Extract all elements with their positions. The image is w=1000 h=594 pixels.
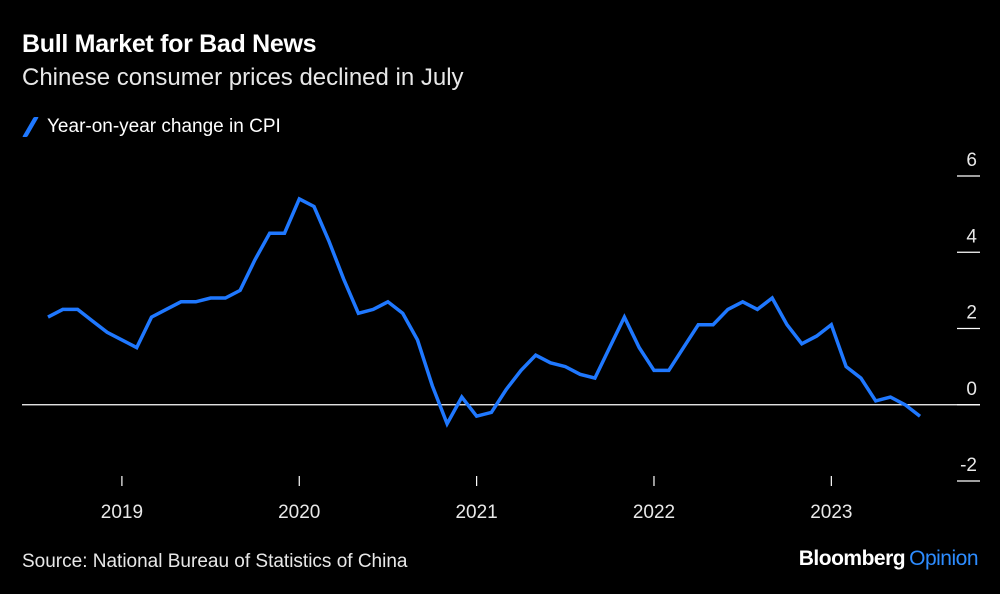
cpi-data-point xyxy=(61,308,64,311)
cpi-data-point xyxy=(534,354,537,357)
cpi-data-point xyxy=(623,316,626,319)
cpi-data-point xyxy=(800,342,803,345)
cpi-data-point xyxy=(253,258,256,261)
cpi-data-point xyxy=(194,300,197,303)
cpi-data-point xyxy=(209,297,212,300)
brand-suffix: Opinion xyxy=(909,547,978,570)
legend-label: Year-on-year change in CPI xyxy=(47,116,281,137)
cpi-data-point xyxy=(165,308,168,311)
brand-logo: Bloomberg Opinion xyxy=(798,547,979,571)
cpi-data-point xyxy=(239,289,242,292)
cpi-data-point xyxy=(593,377,596,380)
cpi-data-point xyxy=(313,205,316,208)
cpi-data-point xyxy=(268,232,271,235)
cpi-data-point xyxy=(815,335,818,338)
x-axis: 2019 2020 2021 2022 2023 xyxy=(101,476,852,523)
x-tick-label: 2021 xyxy=(455,502,497,523)
cpi-data-point xyxy=(845,365,848,368)
cpi-data-point xyxy=(76,308,79,311)
cpi-data-point xyxy=(283,232,286,235)
legend: Year-on-year change in CPI xyxy=(22,116,281,138)
y-axis: 6 4 2 0 -2 xyxy=(957,150,980,482)
brand-name: Bloomberg xyxy=(798,547,906,570)
series-group xyxy=(47,196,922,428)
y-tick-label: 6 xyxy=(966,150,977,171)
y-tick-label: 4 xyxy=(966,226,977,247)
cpi-data-point xyxy=(106,331,109,334)
cpi-data-point xyxy=(904,403,907,406)
y-tick-label: 2 xyxy=(966,303,977,324)
cpi-data-point xyxy=(889,396,892,399)
x-tick-label: 2019 xyxy=(101,502,143,523)
chart-title: Bull Market for Bad News xyxy=(22,30,317,58)
cpi-data-point xyxy=(771,297,774,300)
cpi-data-point xyxy=(564,365,567,368)
cpi-data-point xyxy=(667,369,670,372)
cpi-data-point xyxy=(416,338,419,341)
x-tick-label: 2022 xyxy=(633,502,675,523)
x-tick-label: 2020 xyxy=(278,502,320,523)
y-tick-label: -2 xyxy=(960,455,977,476)
cpi-data-point xyxy=(874,399,877,402)
cpi-data-point xyxy=(224,297,227,300)
cpi-data-point xyxy=(919,415,922,418)
cpi-data-point xyxy=(490,411,493,414)
chart-subtitle: Chinese consumer prices declined in July xyxy=(22,64,464,91)
cpi-data-point xyxy=(91,319,94,322)
cpi-data-point xyxy=(446,422,449,425)
cpi-data-point xyxy=(460,396,463,399)
cpi-data-point xyxy=(726,308,729,311)
cpi-data-point xyxy=(342,277,345,280)
cpi-data-point xyxy=(150,316,153,319)
cpi-data-point xyxy=(401,312,404,315)
cpi-data-point xyxy=(859,377,862,380)
cpi-data-point xyxy=(549,361,552,364)
cpi-data-point xyxy=(682,346,685,349)
cpi-data-point xyxy=(135,346,138,349)
cpi-data-point xyxy=(786,323,789,326)
cpi-data-point xyxy=(505,388,508,391)
cpi-data-point xyxy=(47,316,50,319)
cpi-data-point xyxy=(357,312,360,315)
cpi-data-point xyxy=(386,300,389,303)
cpi-data-point xyxy=(327,239,330,242)
y-tick-label: 0 xyxy=(966,379,977,400)
cpi-data-point xyxy=(519,369,522,372)
cpi-series-line xyxy=(47,196,922,428)
cpi-data-point xyxy=(652,369,655,372)
x-tick-label: 2023 xyxy=(810,502,852,523)
cpi-data-point xyxy=(120,338,123,341)
cpi-data-point xyxy=(298,197,301,200)
cpi-data-point xyxy=(180,300,183,303)
cpi-data-point xyxy=(608,346,611,349)
cpi-data-point xyxy=(756,308,759,311)
cpi-data-point xyxy=(741,300,744,303)
cpi-data-point xyxy=(372,308,375,311)
cpi-data-point xyxy=(697,323,700,326)
cpi-data-point xyxy=(712,323,715,326)
cpi-data-point xyxy=(830,323,833,326)
cpi-data-point xyxy=(579,373,582,376)
cpi-data-point xyxy=(431,384,434,387)
cpi-data-point xyxy=(638,346,641,349)
cpi-data-point xyxy=(475,415,478,418)
source-note: Source: National Bureau of Statistics of… xyxy=(22,551,408,572)
